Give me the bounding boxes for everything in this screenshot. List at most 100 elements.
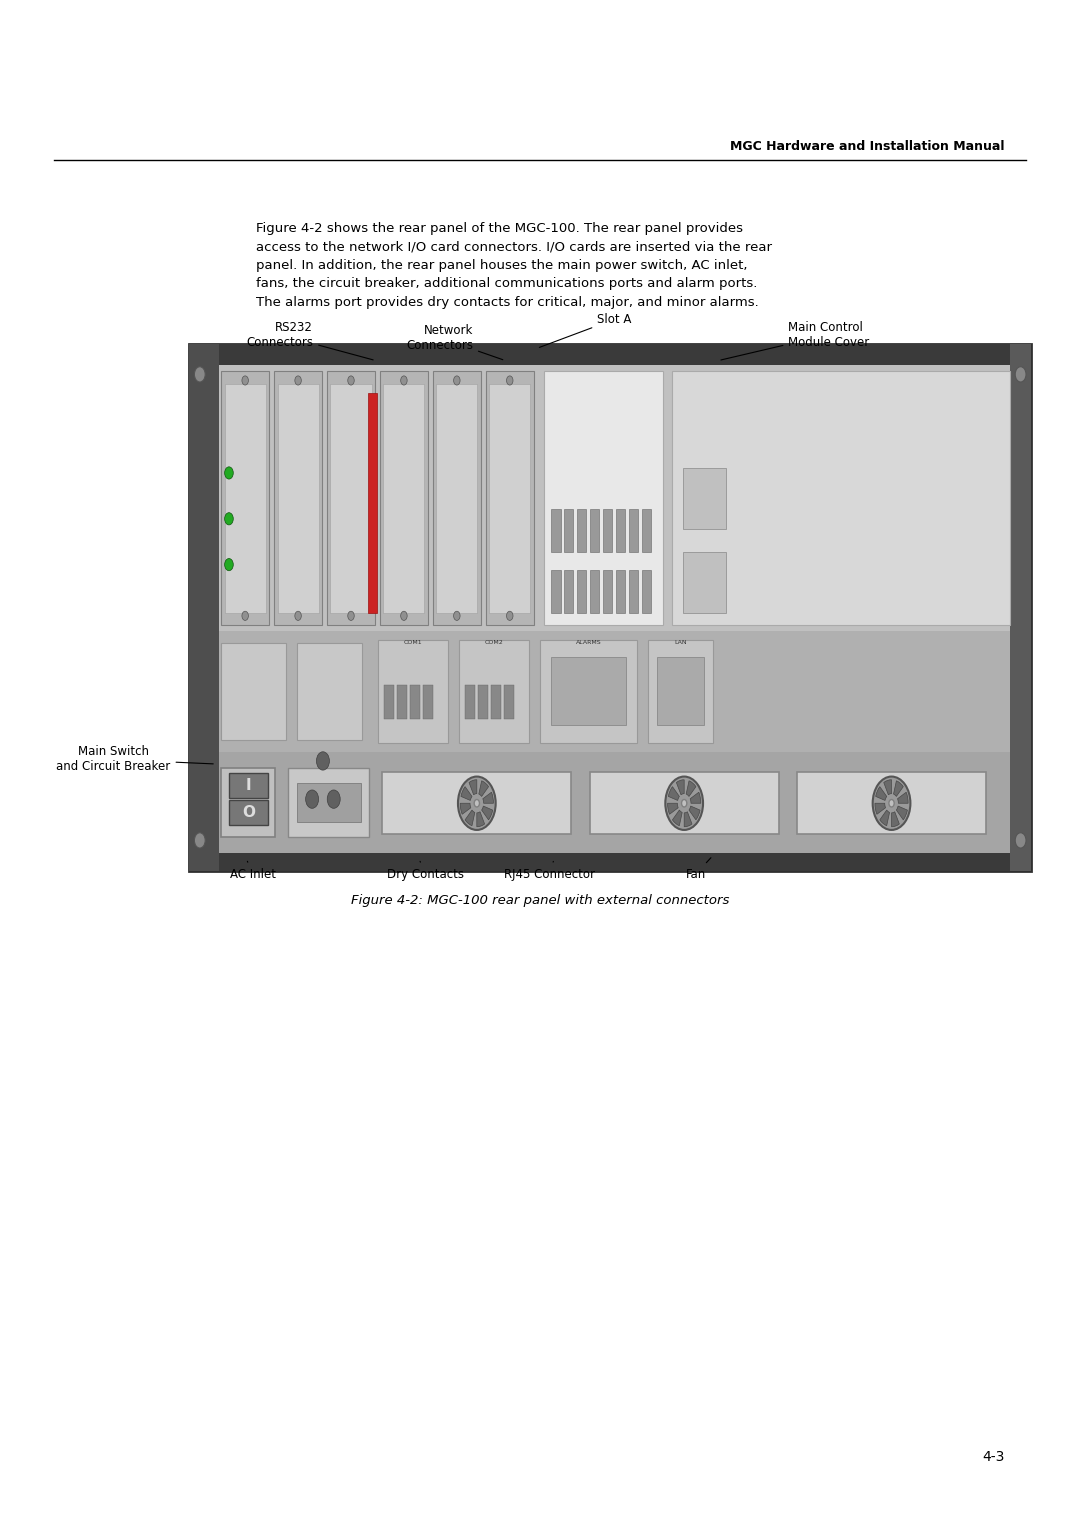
Bar — [491, 685, 501, 718]
Wedge shape — [897, 792, 908, 804]
Circle shape — [458, 776, 496, 830]
Text: RS232
Connectors: RS232 Connectors — [246, 321, 374, 361]
Bar — [189, 851, 1031, 871]
Text: COM1: COM1 — [404, 640, 422, 645]
Wedge shape — [465, 810, 475, 825]
Bar — [383, 384, 424, 613]
Text: Dry Contacts: Dry Contacts — [387, 862, 463, 880]
Circle shape — [327, 790, 340, 808]
Text: O: O — [242, 805, 255, 821]
Wedge shape — [667, 804, 678, 814]
Circle shape — [454, 611, 460, 620]
Circle shape — [474, 799, 480, 807]
Circle shape — [1015, 833, 1026, 848]
Bar — [577, 570, 586, 613]
Bar — [278, 384, 319, 613]
Circle shape — [348, 376, 354, 385]
Wedge shape — [883, 779, 892, 795]
Bar — [229, 801, 268, 825]
Bar — [486, 371, 534, 625]
Bar — [410, 685, 420, 718]
Bar — [603, 509, 612, 552]
Wedge shape — [685, 811, 692, 827]
Bar — [1010, 344, 1031, 871]
Wedge shape — [477, 811, 485, 827]
Bar — [221, 371, 269, 625]
Wedge shape — [478, 781, 488, 796]
Circle shape — [348, 611, 354, 620]
Wedge shape — [875, 804, 886, 814]
Circle shape — [194, 833, 205, 848]
Bar — [478, 685, 488, 718]
Wedge shape — [690, 792, 701, 804]
Wedge shape — [482, 807, 492, 821]
Circle shape — [306, 790, 319, 808]
Bar — [590, 509, 599, 552]
Bar — [219, 365, 1010, 631]
Wedge shape — [469, 779, 477, 795]
Text: RJ45 Connector: RJ45 Connector — [504, 862, 595, 880]
Bar — [459, 640, 529, 743]
Bar — [384, 685, 394, 718]
Bar — [564, 570, 573, 613]
Bar — [603, 570, 612, 613]
Circle shape — [316, 752, 329, 770]
Bar — [327, 371, 375, 625]
Bar — [436, 384, 477, 613]
Bar — [629, 570, 638, 613]
Wedge shape — [893, 781, 903, 796]
Text: Figure 4-2: MGC-100 rear panel with external connectors: Figure 4-2: MGC-100 rear panel with exte… — [351, 894, 729, 908]
Bar — [616, 509, 625, 552]
Wedge shape — [876, 787, 887, 801]
Circle shape — [225, 468, 233, 480]
Bar — [221, 643, 286, 740]
Text: COM2: COM2 — [485, 640, 503, 645]
Bar — [577, 509, 586, 552]
Bar — [330, 384, 372, 613]
Text: I: I — [245, 778, 252, 793]
Wedge shape — [676, 779, 685, 795]
Wedge shape — [896, 807, 907, 821]
Wedge shape — [483, 792, 494, 804]
Circle shape — [665, 776, 703, 830]
Bar — [465, 685, 475, 718]
Bar — [219, 752, 1010, 853]
Bar — [433, 371, 481, 625]
Bar — [489, 384, 530, 613]
Bar — [629, 509, 638, 552]
Wedge shape — [689, 807, 700, 821]
Text: 4-3: 4-3 — [982, 1450, 1004, 1464]
Bar — [288, 767, 369, 837]
Text: Main Switch
and Circuit Breaker: Main Switch and Circuit Breaker — [56, 746, 213, 773]
Circle shape — [507, 376, 513, 385]
Bar — [189, 344, 219, 871]
Circle shape — [242, 376, 248, 385]
Bar — [229, 773, 268, 798]
Bar — [382, 772, 571, 834]
Wedge shape — [892, 811, 900, 827]
Bar — [648, 640, 713, 743]
Text: AC Inlet: AC Inlet — [230, 862, 276, 880]
Circle shape — [1015, 367, 1026, 382]
Circle shape — [454, 376, 460, 385]
Circle shape — [401, 376, 407, 385]
Wedge shape — [669, 787, 679, 801]
Bar — [378, 640, 448, 743]
Bar — [397, 685, 407, 718]
Bar — [683, 468, 726, 529]
Bar — [540, 640, 637, 743]
Circle shape — [225, 513, 233, 526]
Text: Network
Connectors: Network Connectors — [406, 324, 503, 359]
Text: Figure 4-2 shows the rear panel of the MGC-100. The rear panel provides
access t: Figure 4-2 shows the rear panel of the M… — [256, 222, 772, 309]
Bar — [551, 509, 561, 552]
Bar — [189, 344, 1031, 365]
Bar — [274, 371, 322, 625]
Bar — [423, 685, 433, 718]
Circle shape — [401, 611, 407, 620]
Bar — [642, 509, 651, 552]
Circle shape — [295, 611, 301, 620]
Circle shape — [681, 799, 687, 807]
Wedge shape — [673, 810, 683, 825]
Bar — [551, 657, 626, 724]
Bar — [590, 570, 599, 613]
